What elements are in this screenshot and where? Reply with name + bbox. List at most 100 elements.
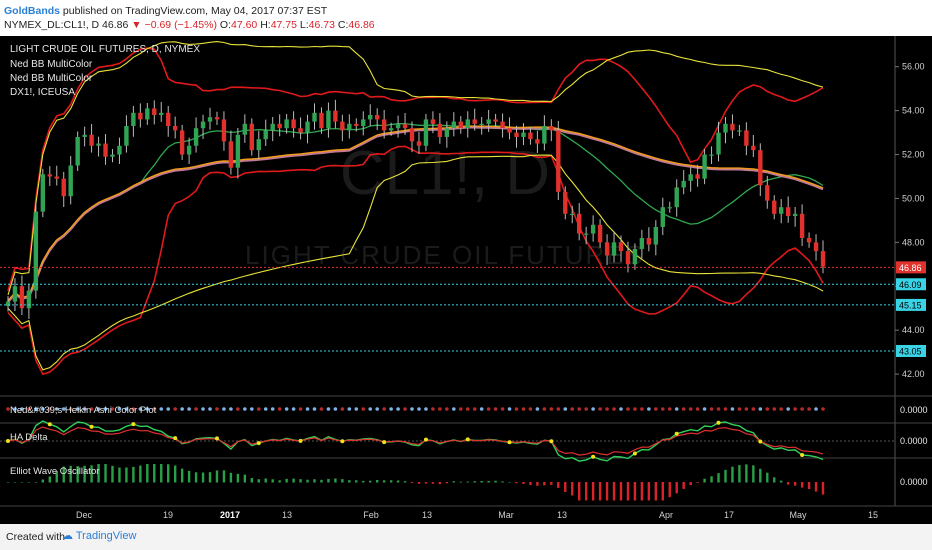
candle-body xyxy=(263,130,268,140)
candle-body xyxy=(319,112,324,129)
ewo-bar xyxy=(780,480,783,483)
ewo-bar xyxy=(438,482,442,485)
candle-body xyxy=(416,141,422,146)
ewo-bar xyxy=(97,464,100,483)
tradingview-brand: TradingView xyxy=(75,530,137,542)
candle-body xyxy=(514,132,519,137)
hadelta-marker xyxy=(716,420,721,425)
candle-body xyxy=(117,145,122,155)
chart-area[interactable]: CL1!, D LIGHT CRUDE OIL FUTURES LIGHT CR… xyxy=(0,36,932,524)
legend-indicator-1[interactable]: Ned BB MultiColor xyxy=(10,59,93,70)
legend-indicator-2[interactable]: Ned BB MultiColor xyxy=(10,73,93,84)
hadelta-marker xyxy=(214,436,219,441)
ewo-bar xyxy=(146,464,149,483)
ewo-bar xyxy=(299,479,302,483)
candle-body xyxy=(159,112,164,116)
author-link[interactable]: GoldBands xyxy=(4,5,61,17)
price-level-label: 45.15 xyxy=(899,300,922,310)
candle-body xyxy=(507,128,512,133)
candle-body xyxy=(618,242,624,252)
heikin-dot xyxy=(270,407,275,411)
heikin-dot xyxy=(201,407,205,411)
heikin-dot xyxy=(486,407,491,411)
candle-body xyxy=(228,141,234,168)
price-tick-label: 42.00 xyxy=(902,369,925,379)
candle-body xyxy=(806,237,812,243)
legend-indicator-3[interactable]: DX1!, ICEUSA xyxy=(10,87,75,98)
time-tick-label: Dec xyxy=(76,510,93,520)
tradingview-logo[interactable]: ☁ TradingView xyxy=(62,529,136,542)
hadelta-marker xyxy=(382,440,387,445)
ewo-bar xyxy=(229,472,233,483)
heikin-dot xyxy=(194,407,198,411)
ewo-bar xyxy=(793,482,797,486)
candle-body xyxy=(583,233,589,235)
heikin-dot xyxy=(312,407,317,411)
heikin-dot xyxy=(584,407,588,411)
legend-title: LIGHT CRUDE OIL FUTURES, D, NYMEX xyxy=(10,44,200,55)
candle-body xyxy=(730,123,735,131)
time-tick-label: 13 xyxy=(422,510,432,520)
candle-body xyxy=(486,119,491,124)
candle-body xyxy=(737,130,742,132)
ewo-bar xyxy=(285,478,288,483)
heikin-dot xyxy=(34,407,38,411)
hadelta-label[interactable]: HA Delta xyxy=(10,432,48,443)
ewo-bar xyxy=(327,478,330,483)
heikin-dot xyxy=(445,407,449,411)
heikin-dot xyxy=(640,407,644,411)
candle-body xyxy=(639,237,645,249)
ewo-label[interactable]: Elliot Wave Oscillator xyxy=(10,466,99,477)
heikin-dot xyxy=(807,407,811,411)
ewo-bar xyxy=(800,482,804,488)
heikin-label[interactable]: Ned&#039;s Heikin Ashi Color Plot xyxy=(10,405,157,416)
candle-body xyxy=(270,123,275,131)
ewo-bar xyxy=(264,478,267,483)
ewo-bar xyxy=(173,465,177,483)
heikin-dot xyxy=(549,407,554,411)
heikin-dot xyxy=(591,407,595,411)
candle-body xyxy=(96,143,101,146)
heikin-dot xyxy=(500,407,505,411)
heikin-dot xyxy=(654,407,658,411)
heikin-dot xyxy=(117,407,122,411)
ewo-bar xyxy=(605,482,609,501)
ewo-bar xyxy=(738,465,741,483)
heikin-dot xyxy=(103,407,108,411)
time-tick-label: 2017 xyxy=(220,510,240,520)
ewo-bar xyxy=(807,482,811,490)
candle-body xyxy=(82,134,87,137)
bb-lower-fast xyxy=(7,145,824,376)
ewo-bar xyxy=(375,479,379,483)
ewo-bar xyxy=(564,482,567,492)
heikin-dot xyxy=(333,407,338,411)
candle-body xyxy=(312,112,317,122)
ewo-value: 0.0000 xyxy=(900,477,928,487)
ma-slow xyxy=(7,125,824,303)
heikin-dot xyxy=(779,407,784,411)
symbol-label[interactable]: NYMEX_DL:CL1!, D xyxy=(4,19,100,31)
heikin-dot xyxy=(222,407,226,411)
candle-body xyxy=(75,136,80,166)
time-axis[interactable]: Dec 19 2017 13 Feb 13 Mar 13 Apr 17 May 15 xyxy=(76,510,878,520)
ewo-bar xyxy=(222,470,226,483)
ewo-bar xyxy=(745,464,748,483)
heikin-dot xyxy=(605,407,609,411)
published-text: published on TradingView.com, May 04, 20… xyxy=(60,5,328,17)
ewo-bar xyxy=(473,481,476,483)
candle-body xyxy=(235,134,241,168)
heikin-dot xyxy=(528,407,533,411)
heikin-dot xyxy=(375,407,379,411)
candle-body xyxy=(40,174,46,212)
price-chart[interactable]: CL1!, D LIGHT CRUDE OIL FUTURES LIGHT CR… xyxy=(0,36,932,524)
heikin-dot xyxy=(814,407,818,411)
heikin-dot xyxy=(173,407,177,411)
price-level-tag xyxy=(896,345,926,357)
heikin-dot xyxy=(765,407,770,411)
candle-body xyxy=(451,121,457,129)
hadelta-marker xyxy=(591,454,596,459)
candle-body xyxy=(298,128,303,133)
price-tick-label: 48.00 xyxy=(902,237,925,247)
ewo-bar xyxy=(362,481,365,483)
candle-body xyxy=(256,139,261,151)
